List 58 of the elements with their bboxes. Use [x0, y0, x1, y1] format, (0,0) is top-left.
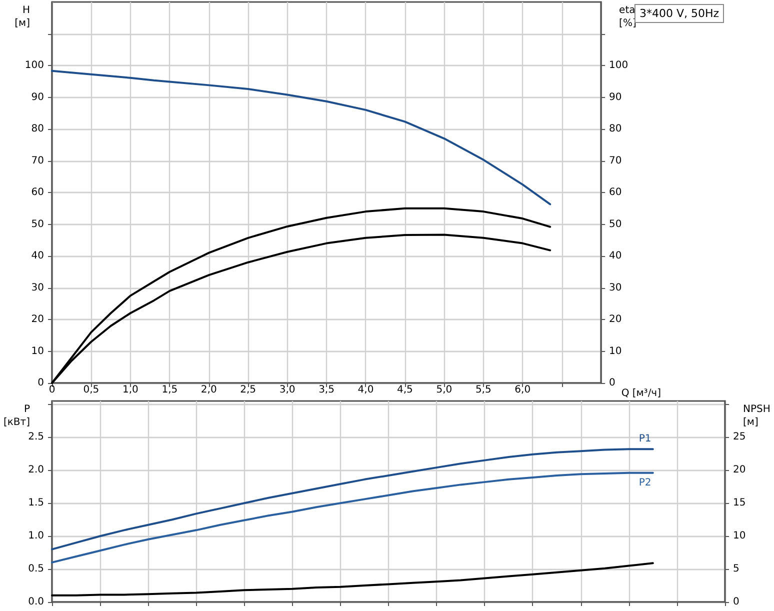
line-series — [51, 562, 654, 596]
y2-tick-label: 0 — [733, 596, 740, 608]
line-series — [51, 448, 654, 550]
line-series — [51, 472, 654, 564]
x-tick-label: 2,5 — [240, 384, 256, 396]
y-tick-label: 20 — [31, 314, 44, 325]
y-axis-title: P [кВт] — [3, 404, 30, 428]
y-tick-label: 1.0 — [28, 530, 44, 542]
y2-tick-label: 30 — [609, 282, 622, 294]
y-tick-label: 30 — [31, 282, 44, 294]
x-tick-label: 1,0 — [122, 384, 138, 396]
series-label: P2 — [638, 477, 652, 488]
y-tick-label: 80 — [31, 124, 44, 134]
y2-tick-label: 20 — [609, 314, 622, 325]
y2-tick-label: 10 — [609, 346, 622, 357]
series-label: P1 — [638, 434, 652, 445]
y-tick-label: 100 — [24, 60, 44, 71]
y-tick-label: 0.0 — [28, 596, 44, 608]
y2-tick-label: 100 — [609, 60, 628, 71]
y2-tick-label: 50 — [609, 218, 622, 230]
y-tick-label: 2.5 — [28, 432, 44, 443]
y-tick-label: 10 — [31, 346, 44, 357]
x-tick-label: 3,5 — [318, 384, 334, 396]
y-tick-label: 0 — [38, 378, 44, 388]
y2-tick-label: 80 — [609, 124, 622, 134]
y-tick-label: 0.5 — [28, 564, 44, 575]
text: 3*400 V, 50Hz — [639, 7, 720, 20]
y2-axis-title: NPSH [м] — [743, 404, 770, 428]
y2-tick-label: 25 — [733, 432, 746, 443]
y-tick-label: 2.0 — [28, 464, 44, 476]
x-tick-label: 2,0 — [200, 384, 217, 396]
x-tick-label: 4,0 — [358, 384, 374, 396]
x-tick-label: 0,5 — [83, 384, 100, 396]
y-tick-label: 40 — [31, 250, 44, 262]
y-axis-title: H [м] — [14, 5, 30, 29]
x-tick-label: 0 — [48, 384, 56, 396]
y-tick-label: 70 — [31, 155, 44, 166]
x-axis-title: Q [м³/ч] — [621, 388, 662, 399]
y2-tick-label: 70 — [609, 155, 622, 166]
y2-tick-label: 15 — [733, 498, 746, 509]
x-tick-label: 1,5 — [162, 384, 178, 396]
line-series — [51, 70, 552, 206]
y-tick-label: 90 — [31, 92, 44, 103]
y2-tick-label: 90 — [609, 92, 622, 103]
y-tick-label: 1.5 — [28, 498, 44, 509]
x-tick-label: 3,0 — [279, 384, 296, 396]
x-tick-label: 5,5 — [475, 384, 492, 396]
y2-tick-label: 10 — [733, 530, 746, 542]
y-tick-label: 50 — [31, 218, 44, 230]
y2-tick-label: 0 — [609, 378, 616, 388]
y-tick-label: 60 — [31, 187, 44, 198]
y2-tick-label: 20 — [733, 464, 746, 476]
y2-tick-label: 60 — [609, 187, 622, 198]
y2-tick-label: 5 — [733, 564, 740, 575]
x-tick-label: 4,5 — [397, 384, 413, 396]
y2-tick-label: 40 — [609, 250, 622, 262]
x-tick-label: 5,0 — [436, 384, 452, 396]
x-tick-label: 6,0 — [514, 384, 531, 396]
